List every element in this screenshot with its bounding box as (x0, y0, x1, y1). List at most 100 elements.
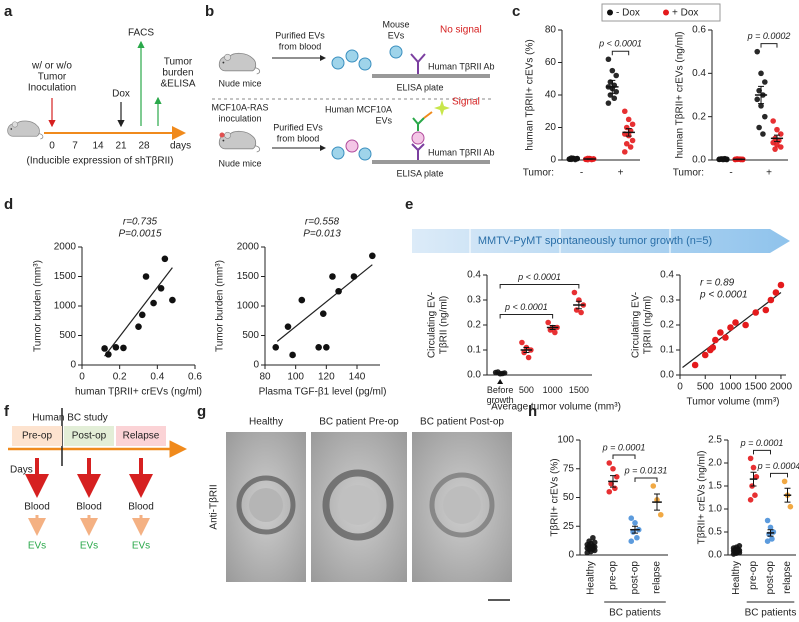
banner-text: MMTV-PyMT spontaneously tumor growth (n=… (478, 235, 712, 247)
point (760, 131, 766, 137)
phase-label: Relapse (123, 431, 160, 442)
y-tick-label: 80 (545, 25, 557, 36)
point (770, 118, 776, 124)
y-tick-label: 0.0 (660, 370, 674, 381)
point (754, 96, 761, 103)
annotation: Purified EVs (273, 122, 323, 132)
y-tick-label: 0.0 (692, 155, 706, 166)
mouse-icon (218, 130, 261, 153)
annotation: &ELISA (160, 79, 195, 90)
point (105, 351, 112, 358)
panel-label: b (205, 3, 214, 20)
annotation: Tumor (38, 72, 67, 83)
annotation: Human TβRII Ab (428, 61, 495, 71)
legend-label: + Dox (672, 8, 698, 19)
ev-icon (411, 131, 425, 145)
point (621, 108, 628, 115)
annotation: Dox (112, 89, 130, 100)
error-bar (609, 79, 616, 94)
panel-label: g (197, 403, 206, 420)
point (712, 336, 719, 344)
y-tick-label: 0.5 (708, 527, 722, 538)
point (762, 79, 768, 85)
point (764, 517, 771, 524)
x-tick-label: 0.4 (150, 372, 164, 383)
y-tick-label: 2.0 (708, 458, 722, 469)
x-tick-label: post-op (630, 561, 641, 595)
point (545, 319, 551, 326)
point (335, 287, 342, 295)
point (161, 255, 169, 263)
em-images (226, 432, 512, 601)
y-tick-label: 0.1 (467, 345, 481, 356)
annotation: ELISA plate (396, 168, 443, 178)
ev-core (249, 488, 283, 522)
x-axis-label: human TβRII+ crEVs (ng/ml) (75, 387, 202, 398)
annotation: Mouse (382, 19, 409, 29)
point (552, 329, 558, 336)
point (157, 285, 165, 292)
legend-label: - Dox (616, 8, 640, 19)
x-axis-label: Tumor volume (mm³) (687, 397, 780, 408)
product-label: EVs (132, 541, 150, 552)
day-label: 14 (92, 141, 104, 152)
y-tick-label: 0.4 (467, 270, 481, 281)
y-tick-label: 1500 (54, 271, 77, 282)
error-bar (549, 325, 556, 330)
ev-icon (331, 56, 345, 70)
point (586, 538, 592, 544)
point (632, 520, 638, 526)
y-axis-label: Tumor burden (mm³) (215, 260, 226, 352)
point (329, 273, 336, 280)
legend-swatch (663, 9, 669, 16)
p-value: p = 0.0001 (602, 442, 646, 452)
point (709, 344, 717, 351)
point (369, 252, 376, 260)
x-tick-label: 1000 (542, 385, 563, 395)
legend-swatch (607, 9, 613, 16)
y-axis-label: human TβRII+ crEVs (%) (525, 39, 536, 150)
ev-icon (389, 45, 403, 59)
x-tick-label: Before growth (486, 385, 514, 405)
p-value: p = 0.0004 (757, 461, 799, 471)
x-tick-label: Healthy (731, 561, 742, 595)
day-label: 7 (72, 141, 78, 152)
p-value: p < 0.0001 (504, 302, 548, 312)
y-tick-label: 2.5 (708, 435, 722, 446)
point (613, 72, 620, 79)
point (609, 67, 616, 74)
ev-core (443, 486, 481, 524)
error-bar (588, 545, 594, 549)
p-value: p = 0.0131 (624, 465, 668, 475)
y-tick-label: 2000 (54, 242, 77, 253)
y-tick-label: 0.1 (660, 345, 674, 356)
x-tick-label: 80 (259, 372, 271, 383)
tumor-icon (219, 132, 225, 138)
error-bar (625, 128, 632, 137)
point (112, 344, 120, 351)
point (701, 351, 709, 359)
stat-label: P=0.013 (303, 229, 341, 240)
point (732, 319, 739, 326)
point (777, 131, 784, 137)
sample-label: Blood (24, 502, 50, 513)
point (284, 323, 292, 330)
image-label: BC patient Pre-op (319, 417, 399, 428)
day-label: 0 (49, 141, 55, 152)
point (298, 296, 306, 304)
caption: (Inducible expression of shTβRII) (27, 156, 174, 167)
p-value: p < 0.0001 (517, 272, 561, 282)
sample-label: Blood (76, 502, 102, 513)
point (150, 299, 157, 307)
annotation: from blood (279, 41, 322, 51)
day-label: 28 (138, 141, 150, 152)
panel-label: h (528, 403, 537, 420)
antibody-icon (411, 143, 425, 160)
y-axis-label: TβRII+ crEVs (ng/ml) (697, 451, 708, 545)
error-bar (773, 134, 780, 143)
point (578, 309, 584, 316)
stat-label: P=0.0015 (118, 229, 162, 240)
point (767, 296, 775, 304)
point (777, 281, 785, 289)
elisa-plate (372, 160, 490, 164)
